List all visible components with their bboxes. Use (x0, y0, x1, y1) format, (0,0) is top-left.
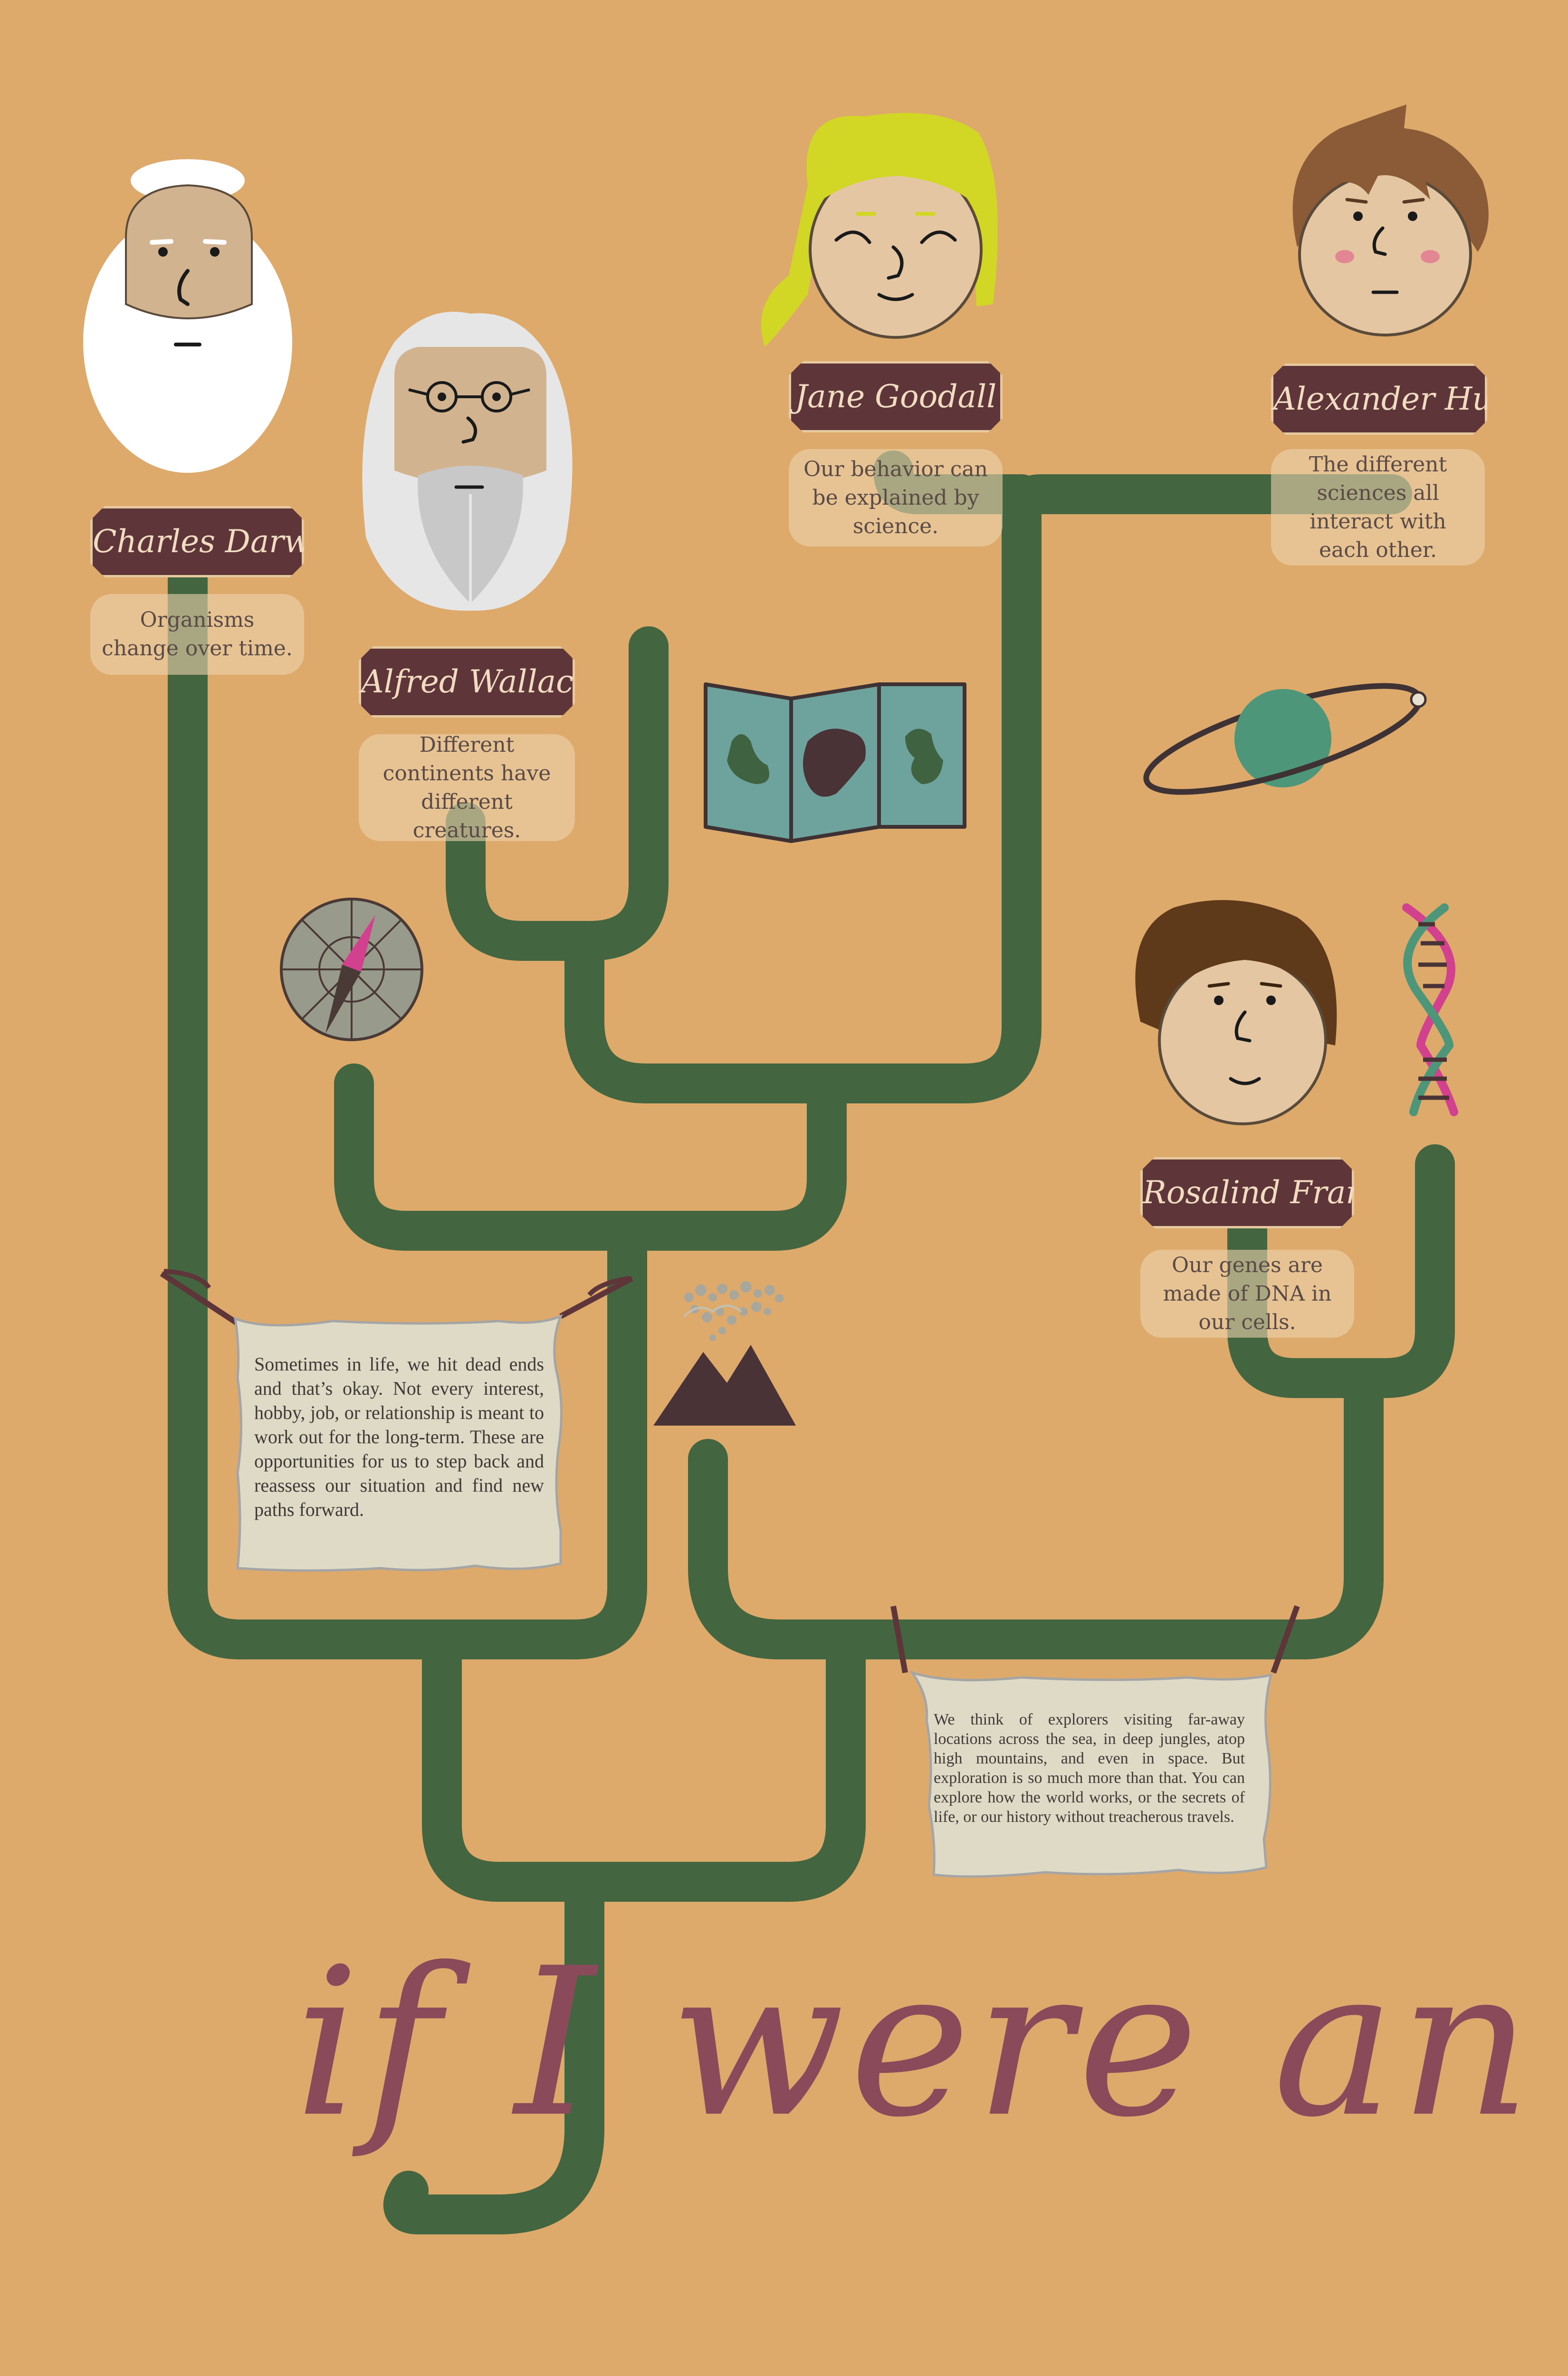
note-scroll-left (160, 1269, 633, 1572)
compass-icon (280, 898, 423, 1041)
portrait-alexander-humboldt (1292, 105, 1489, 336)
map-icon (704, 682, 966, 843)
branching-tree (168, 450, 1455, 2234)
plaque-alexander-humboldt: Alexander Humboldt (1271, 364, 1487, 435)
portrait-jane-goodall (761, 113, 998, 347)
portrait-alfred-wallace (362, 312, 573, 611)
planet-icon (1143, 683, 1427, 795)
poster-title: if I were an Explorer (295, 1925, 1568, 2162)
dna-icon (1402, 903, 1458, 1116)
note-left-text: Sometimes in life, we hit dead ends and … (254, 1353, 544, 1520)
note-right-text: We think of explorers visiting far-away … (934, 1711, 1245, 1826)
portrait-charles-darwin (83, 159, 292, 473)
quote-alexander-humboldt: The different sciences all interact with… (1271, 449, 1485, 565)
quote-alfred-wallace: Different continents have different crea… (359, 733, 575, 843)
portrait-rosalind-franklin (1135, 900, 1337, 1125)
quote-jane-goodall: Our behavior can be explained by science… (789, 449, 1003, 546)
plaque-charles-darwin: Charles Darwin (90, 506, 304, 577)
quote-rosalind-franklin: Our genes are made of DNA in our cells. (1140, 1250, 1354, 1338)
note-scroll-right (890, 1605, 1300, 1878)
quote-charles-darwin: Organisms change over time. (90, 594, 304, 675)
plaque-rosalind-franklin: Rosalind Franklin (1140, 1157, 1354, 1228)
plaque-alfred-wallace: Alfred Wallace (359, 646, 575, 718)
plaque-jane-goodall: Jane Goodall (789, 361, 1003, 432)
volcano-icon (653, 1281, 796, 1426)
